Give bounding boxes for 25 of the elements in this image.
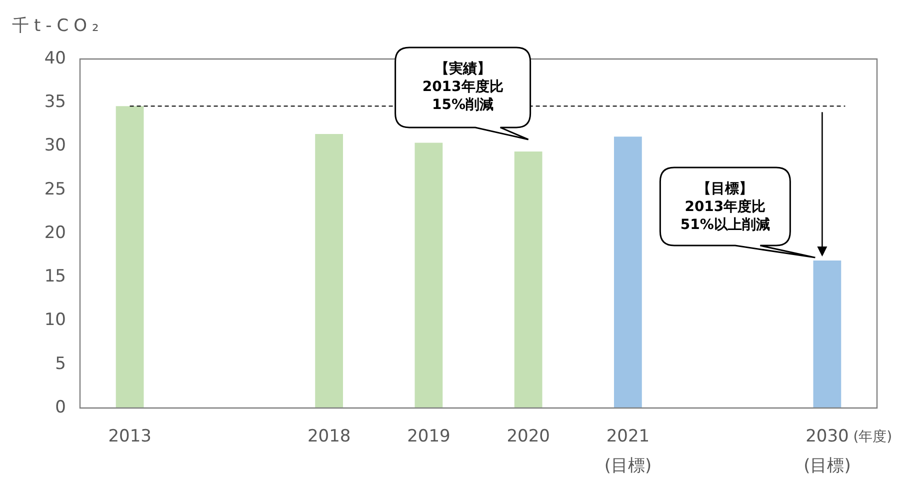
bar bbox=[414, 142, 443, 408]
y-axis-title: 千t-CO₂ bbox=[12, 15, 104, 37]
annotation: 【実績】 2013年度比 15%削減 bbox=[421, 60, 504, 114]
y-tick-label: 15 bbox=[44, 266, 66, 287]
x-tick-label: 2013 bbox=[108, 426, 152, 446]
bar bbox=[514, 151, 542, 408]
x-axis-title: (年度) bbox=[853, 428, 892, 446]
x-tick-label: 2030 (目標) bbox=[804, 426, 851, 476]
y-tick-label: 30 bbox=[44, 136, 66, 156]
y-tick-label: 35 bbox=[44, 92, 66, 112]
y-tick-label: 25 bbox=[44, 179, 66, 200]
x-tick-label: 2018 bbox=[307, 426, 351, 446]
y-tick-label: 5 bbox=[55, 354, 66, 374]
annotation: 【目標】 2013年度比 51%以上削減 bbox=[679, 180, 771, 234]
bar bbox=[813, 260, 842, 408]
bar bbox=[116, 106, 144, 408]
y-tick-label: 10 bbox=[44, 310, 66, 330]
bar bbox=[315, 134, 344, 408]
x-tick-label: 2021 (目標) bbox=[604, 426, 652, 476]
bar bbox=[614, 136, 642, 408]
y-tick-label: 20 bbox=[44, 222, 66, 243]
y-tick-label: 0 bbox=[55, 397, 66, 418]
x-tick-label: 2020 bbox=[506, 426, 550, 446]
x-tick-label: 2019 bbox=[407, 426, 450, 446]
y-tick-label: 40 bbox=[44, 48, 66, 68]
